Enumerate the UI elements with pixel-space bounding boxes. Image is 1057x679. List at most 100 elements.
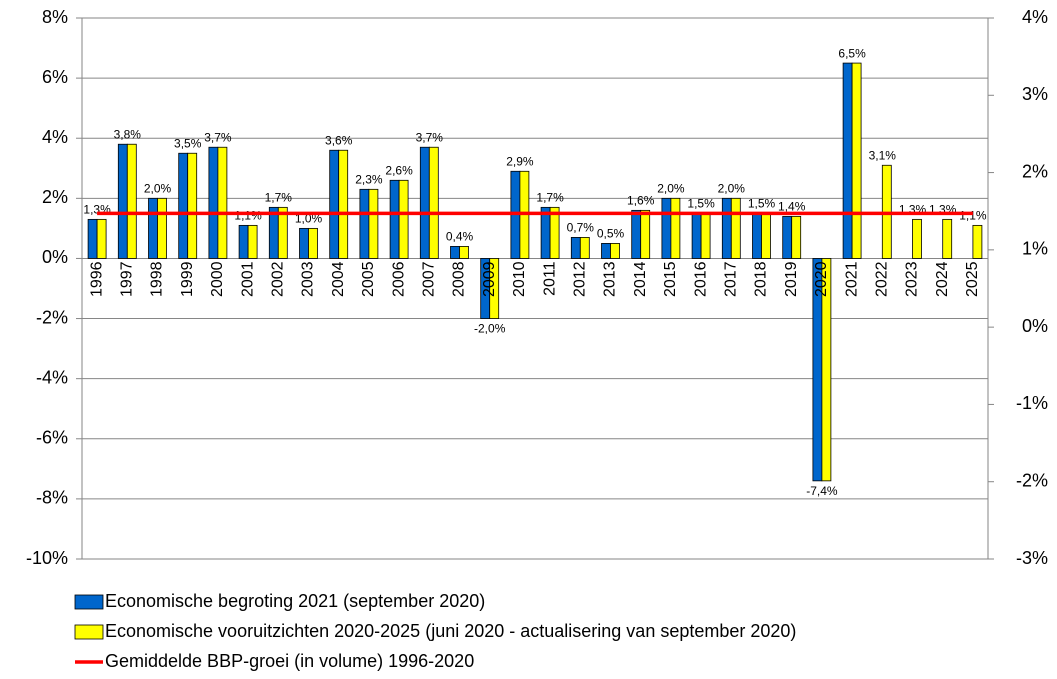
data-label: 3,5% — [174, 136, 202, 150]
y-tick-label: -4% — [36, 367, 68, 387]
x-tick-label: 2002 — [270, 261, 287, 297]
data-label: 3,8% — [114, 127, 142, 141]
bar — [489, 258, 500, 319]
data-label: 2,9% — [506, 154, 534, 168]
data-label: 1,6% — [627, 194, 655, 208]
x-tick-label: 1999 — [179, 261, 196, 297]
bar — [87, 218, 98, 259]
x-tick-label: 2024 — [934, 261, 951, 297]
bar — [398, 179, 409, 259]
data-label: 2,6% — [385, 163, 413, 177]
bar — [700, 212, 711, 259]
bar — [570, 237, 581, 259]
bar — [308, 227, 318, 259]
bar — [368, 188, 379, 259]
y2-tick-label: 4% — [1022, 7, 1048, 27]
bar — [247, 224, 258, 259]
x-tick-label: 2009 — [481, 261, 498, 297]
x-tick-label: 2000 — [209, 261, 226, 297]
x-tick-label: 2006 — [390, 261, 407, 297]
data-label: 2,0% — [657, 182, 685, 196]
y-tick-label: 2% — [42, 187, 68, 207]
x-tick-label: 2017 — [723, 261, 740, 297]
y-tick-label: 4% — [42, 127, 68, 147]
plot-area — [82, 18, 988, 559]
bar — [208, 146, 219, 259]
y-tick-label: 8% — [42, 7, 68, 27]
bar — [419, 146, 430, 259]
bar — [851, 62, 862, 259]
y-tick-label: 6% — [42, 67, 68, 87]
y2-tick-label: -3% — [1016, 548, 1048, 568]
bar — [238, 224, 249, 259]
bar — [791, 215, 802, 259]
legend-label: Economische vooruitzichten 2020-2025 (ju… — [105, 621, 796, 641]
bar — [117, 143, 128, 259]
bar — [96, 218, 107, 259]
x-tick-label: 2022 — [874, 261, 891, 297]
bar — [842, 62, 853, 259]
bar — [601, 243, 611, 259]
bar — [721, 197, 732, 259]
bar — [187, 152, 198, 259]
x-tick-label: 2021 — [843, 261, 860, 297]
bar — [972, 224, 983, 259]
data-label: 0,4% — [446, 230, 474, 244]
y2-tick-label: 2% — [1022, 161, 1048, 181]
x-tick-label: 2020 — [813, 261, 830, 297]
data-label: 2,0% — [144, 182, 172, 196]
data-label: 2,0% — [718, 182, 746, 196]
x-tick-label: 2004 — [330, 261, 347, 297]
bar — [761, 212, 771, 259]
data-label: 3,7% — [204, 130, 232, 144]
bar — [428, 146, 439, 259]
x-tick-label: 2010 — [511, 261, 528, 297]
bar — [752, 212, 762, 259]
y-tick-label: -10% — [26, 548, 68, 568]
x-tick-label: 2016 — [692, 261, 709, 297]
x-tick-label: 2015 — [662, 261, 679, 297]
y2-tick-label: 0% — [1022, 316, 1048, 336]
data-label: -2,0% — [474, 322, 506, 336]
data-label: 1,7% — [265, 191, 293, 205]
x-tick-label: 2014 — [632, 261, 649, 297]
data-label: 1,1% — [234, 209, 262, 223]
x-tick-label: 2005 — [360, 261, 377, 297]
legend-label: Economische begroting 2021 (september 20… — [105, 591, 485, 611]
x-tick-label: 2008 — [451, 261, 468, 297]
y-tick-label: -2% — [36, 307, 68, 327]
bar — [631, 209, 642, 259]
bar — [549, 206, 560, 259]
bar — [359, 188, 370, 259]
bar — [450, 246, 460, 259]
y2-tick-label: -2% — [1016, 470, 1048, 490]
data-label: 3,6% — [325, 133, 353, 147]
bar — [730, 197, 741, 259]
bar — [178, 152, 189, 259]
bar — [157, 197, 167, 259]
bar — [661, 197, 672, 259]
data-label: 3,7% — [416, 130, 444, 144]
x-tick-label: 2025 — [964, 261, 981, 297]
bar — [691, 212, 702, 259]
y2-tick-label: 1% — [1022, 239, 1048, 259]
data-label: 1,5% — [748, 197, 776, 211]
data-label: 1,7% — [536, 191, 564, 205]
y2-tick-label: -1% — [1016, 393, 1048, 413]
data-label: 3,1% — [869, 148, 897, 162]
bar — [579, 237, 590, 259]
x-tick-label: 2001 — [239, 261, 256, 297]
x-tick-label: 2011 — [541, 261, 558, 296]
bar — [610, 243, 620, 259]
y-tick-label: -6% — [36, 428, 68, 448]
x-tick-label: 1997 — [119, 261, 136, 297]
legend-label: Gemiddelde BBP-groei (in volume) 1996-20… — [105, 651, 474, 671]
bar — [782, 215, 793, 259]
bar — [459, 246, 469, 259]
bar — [299, 227, 309, 259]
x-tick-label: 2007 — [421, 261, 438, 297]
data-label: 0,5% — [597, 227, 625, 241]
bar — [217, 146, 228, 259]
bar — [148, 197, 158, 259]
data-label: 1,1% — [959, 209, 987, 223]
